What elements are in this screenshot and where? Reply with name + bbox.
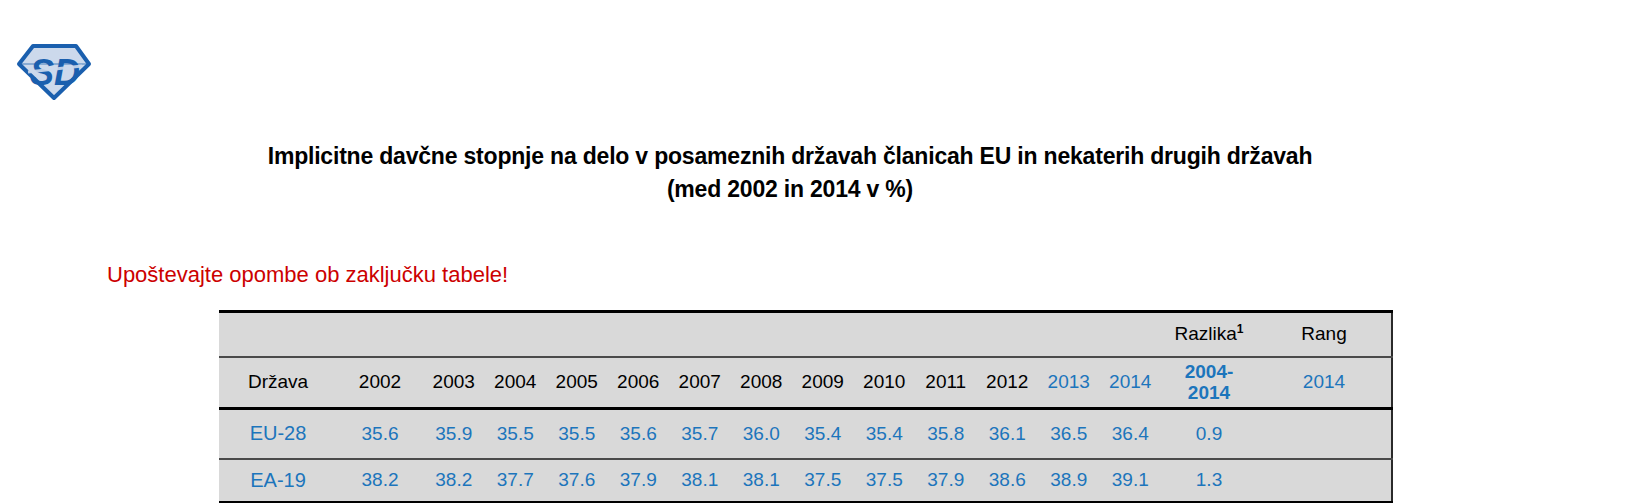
page-title-line2: (med 2002 in 2014 v %) — [0, 173, 1580, 206]
footnote-warning-text: Upoštevajte opombe ob zaključku tabele! — [107, 262, 508, 288]
row-label: EA-19 — [219, 459, 337, 503]
cell-razlika: 1.3 — [1161, 459, 1257, 503]
razlika-period-header: 2004-2014 — [1161, 357, 1257, 409]
cell-value: 36.1 — [977, 409, 1039, 459]
year-column-header: 2008 — [731, 357, 793, 409]
cell-value: 37.5 — [792, 459, 854, 503]
page-title-line1: Implicitne davčne stopnje na delo v posa… — [0, 140, 1580, 173]
year-column-header: 2005 — [546, 357, 608, 409]
year-column-header: 2010 — [854, 357, 916, 409]
table-header-top-row: Razlika1 Rang — [219, 312, 1392, 357]
cell-value: 38.2 — [337, 459, 423, 503]
razlika-period-label: 2004-2014 — [1179, 361, 1239, 403]
report-page: SD Implicitne davčne stopnje na delo v p… — [0, 0, 1637, 503]
cell-value: 35.4 — [854, 409, 916, 459]
year-column-header: 2014 — [1100, 357, 1162, 409]
year-column-header: 2012 — [977, 357, 1039, 409]
cell-value: 35.7 — [669, 409, 731, 459]
cell-value: 38.2 — [423, 459, 485, 503]
year-column-header: 2009 — [792, 357, 854, 409]
cell-value: 39.1 — [1100, 459, 1162, 503]
cell-value: 37.9 — [608, 459, 670, 503]
table-row-eu28: EU-28 35.6 35.9 35.5 35.5 35.6 35.7 36.0… — [219, 409, 1392, 459]
cell-value: 37.7 — [485, 459, 547, 503]
cell-value: 38.9 — [1038, 459, 1100, 503]
cell-value: 36.5 — [1038, 409, 1100, 459]
cell-value: 37.5 — [854, 459, 916, 503]
cell-value: 38.6 — [977, 459, 1039, 503]
country-column-header: Država — [219, 357, 337, 409]
row-label: EU-28 — [219, 409, 337, 459]
cell-value: 38.1 — [669, 459, 731, 503]
year-column-header: 2013 — [1038, 357, 1100, 409]
cell-value: 35.9 — [423, 409, 485, 459]
year-column-header: 2006 — [608, 357, 670, 409]
year-column-header: 2004 — [485, 357, 547, 409]
rang-year-header: 2014 — [1257, 357, 1392, 409]
cell-value: 37.9 — [915, 459, 977, 503]
cell-value: 35.8 — [915, 409, 977, 459]
cell-rang — [1257, 459, 1392, 503]
year-column-header: 2002 — [337, 357, 423, 409]
year-column-header: 2007 — [669, 357, 731, 409]
cell-value: 35.5 — [546, 409, 608, 459]
razlika-label: Razlika — [1175, 323, 1237, 344]
table-row-ea19: EA-19 38.2 38.2 37.7 37.6 37.9 38.1 38.1… — [219, 459, 1392, 503]
page-title: Implicitne davčne stopnje na delo v posa… — [0, 140, 1580, 206]
sd-diamond-logo-icon: SD — [16, 42, 92, 102]
cell-value: 36.4 — [1100, 409, 1162, 459]
rang-column-header: Rang — [1257, 312, 1392, 357]
cell-value: 38.1 — [731, 459, 793, 503]
razlika-column-header: Razlika1 — [1161, 312, 1257, 357]
cell-razlika: 0.9 — [1161, 409, 1257, 459]
header-top-spacer — [219, 312, 1161, 357]
cell-value: 36.0 — [731, 409, 793, 459]
cell-value: 35.4 — [792, 409, 854, 459]
cell-value: 35.6 — [608, 409, 670, 459]
cell-value: 37.6 — [546, 459, 608, 503]
cell-value: 35.5 — [485, 409, 547, 459]
year-column-header: 2011 — [915, 357, 977, 409]
year-column-header: 2003 — [423, 357, 485, 409]
razlika-footnote-marker: 1 — [1237, 322, 1244, 336]
cell-rang — [1257, 409, 1392, 459]
cell-value: 35.6 — [337, 409, 423, 459]
tax-rates-table: Razlika1 Rang Država 2002 2003 2004 2005… — [219, 310, 1393, 503]
table-header-row: Država 2002 2003 2004 2005 2006 2007 200… — [219, 357, 1392, 409]
logo-letters: SD — [30, 52, 80, 93]
